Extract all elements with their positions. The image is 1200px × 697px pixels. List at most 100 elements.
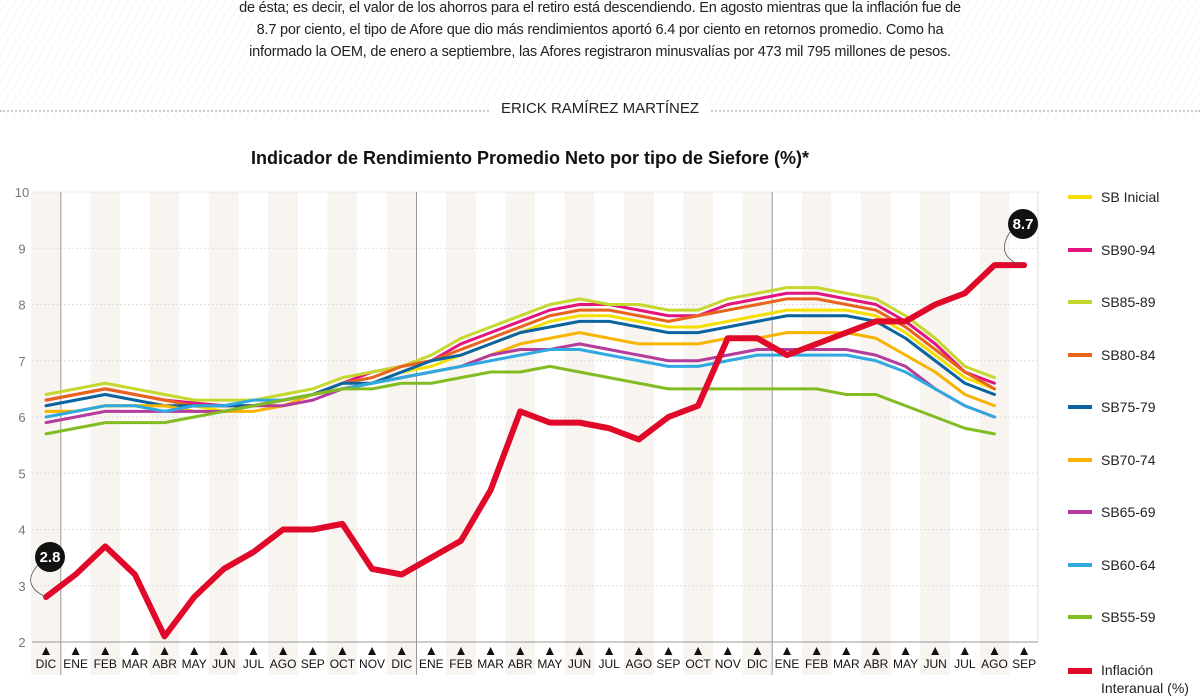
legend-label: SB65-69: [1101, 504, 1156, 520]
legend-swatch: [1068, 300, 1092, 304]
legend-item: SB80-84: [1068, 346, 1198, 364]
x-tick-label: ENE: [63, 657, 88, 671]
tick-triangle-icon: [42, 647, 50, 655]
x-tick-label: MAY: [893, 657, 918, 671]
legend-swatch: [1068, 562, 1092, 567]
intro-line: 8.7 por ciento, el tipo de Afore que dio…: [256, 22, 944, 38]
legend-label: SB55-59: [1101, 609, 1156, 625]
tick-triangle-icon: [783, 647, 791, 655]
column-stripe: [920, 192, 951, 675]
x-tick-label: ABR: [864, 657, 889, 671]
tick-triangle-icon: [871, 647, 880, 655]
series-line-sb65-69: [44, 342, 996, 425]
column-stripe: [327, 192, 358, 675]
x-tick-label: MAY: [537, 657, 562, 671]
y-tick-label: 2: [18, 635, 25, 650]
x-tick-label: SEP: [656, 657, 680, 671]
x-tick-label: JUL: [598, 657, 620, 671]
legend-swatch: [1068, 615, 1092, 619]
legend-label: SB90-94: [1101, 241, 1156, 258]
legend-label: SB60-64: [1101, 556, 1156, 573]
series-line-sb55-59: [44, 364, 996, 436]
column-stripe: [801, 192, 832, 675]
x-tick-label: JUN: [568, 657, 591, 671]
x-tick-label: OCT: [685, 657, 711, 671]
tick-triangle-icon: [901, 647, 910, 655]
column-stripe: [149, 192, 180, 675]
tick-triangle-icon: [427, 647, 436, 655]
x-tick-label: DIC: [36, 657, 57, 671]
x-tick-label: AGO: [625, 657, 652, 671]
intro-text: de ésta; es decir, el valor de los ahorr…: [0, 0, 1200, 118]
x-tick-label: FEB: [94, 657, 117, 671]
legend-item: SB55-59: [1068, 608, 1198, 626]
tick-triangle-icon: [1020, 647, 1029, 655]
tick-triangle-icon: [723, 647, 732, 655]
tick-triangle-icon: [101, 647, 110, 655]
legend-item: SB Inicial: [1068, 188, 1198, 206]
series-line-sb85-89: [44, 286, 996, 402]
x-tick-label: DIC: [747, 657, 768, 671]
series-line-sb90-94: [44, 291, 996, 408]
y-tick-label: 3: [18, 579, 25, 594]
tick-triangle-icon: [694, 647, 703, 655]
annotation-label: 2.8: [40, 549, 61, 566]
x-tick-label: DIC: [391, 657, 412, 671]
annotation-label: 8.7: [1013, 216, 1034, 233]
x-tick-label: NOV: [715, 657, 741, 671]
y-tick-label: 5: [18, 466, 25, 481]
tick-triangle-icon: [842, 647, 851, 655]
annotation-leader: [30, 564, 47, 598]
tick-triangle-icon: [753, 647, 762, 655]
tick-triangle-icon: [308, 647, 317, 655]
column-stripe: [209, 192, 239, 675]
column-stripe: [386, 192, 417, 675]
column-stripe: [446, 192, 476, 675]
annotation-bubble: [35, 542, 65, 572]
tick-triangle-icon: [634, 647, 643, 655]
tick-triangle-icon: [279, 647, 288, 655]
column-stripe: [90, 192, 121, 675]
author-name: ERICK RAMÍREZ MARTÍNEZ: [488, 100, 712, 117]
tick-triangle-icon: [990, 647, 999, 655]
x-tick-label: AGO: [981, 657, 1008, 671]
legend-item: SB75-79: [1068, 398, 1198, 416]
x-tick-label: MAR: [477, 657, 504, 671]
tick-triangle-icon: [368, 647, 377, 655]
tick-triangle-icon: [130, 647, 139, 655]
legend-label: Inflación Interanual (%): [1101, 661, 1189, 696]
x-tick-label: JUL: [243, 657, 265, 671]
series-line-sb60-64: [44, 348, 996, 419]
tick-triangle-icon: [71, 647, 80, 655]
series-line-inflaci-n-interanual-: [43, 262, 1028, 640]
legend-swatch: [1068, 405, 1092, 409]
x-tick-label: JUN: [924, 657, 947, 671]
tick-triangle-icon: [605, 647, 614, 655]
legend-item: SB70-74: [1068, 451, 1198, 469]
intro-line: informado la OEM, de enero a septiembre,…: [249, 44, 951, 60]
x-tick-label: SEP: [1012, 657, 1036, 671]
legend-label: SB85-89: [1101, 294, 1156, 310]
tick-triangle-icon: [575, 647, 584, 655]
tick-triangle-icon: [664, 647, 673, 655]
legend-swatch: [1068, 195, 1092, 199]
x-tick-label: MAY: [182, 657, 207, 671]
tick-triangle-icon: [545, 647, 554, 655]
legend-label: SB70-74: [1101, 451, 1156, 468]
tick-triangle-icon: [190, 647, 199, 655]
y-tick-label: 7: [18, 354, 25, 369]
tick-triangle-icon: [516, 647, 525, 655]
legend-swatch: [1068, 457, 1092, 462]
annotation-leader: [1003, 231, 1021, 266]
legend-label: SB Inicial: [1101, 189, 1160, 205]
legend-item: SB85-89: [1068, 293, 1198, 311]
column-stripe: [268, 192, 298, 675]
y-tick-label: 10: [15, 185, 29, 200]
intro-line: de ésta; es decir, el valor de los ahorr…: [239, 0, 961, 16]
column-stripe: [564, 192, 595, 675]
tick-triangle-icon: [338, 647, 347, 655]
y-tick-label: 4: [18, 523, 25, 538]
x-tick-label: ENE: [775, 657, 800, 671]
tick-triangle-icon: [486, 647, 495, 655]
